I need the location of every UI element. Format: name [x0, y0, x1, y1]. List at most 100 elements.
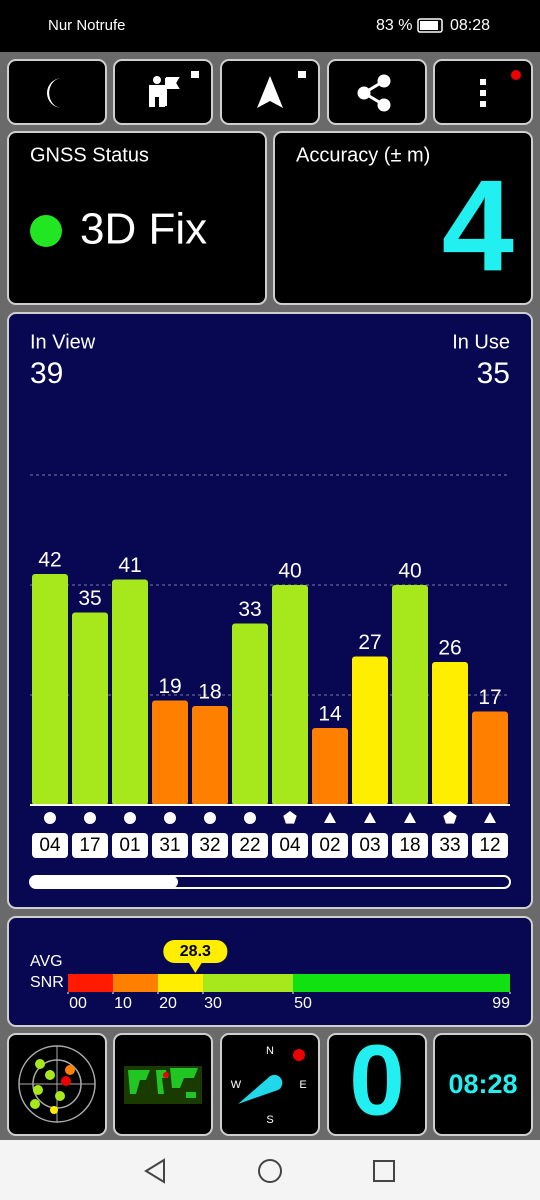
nav-bar [0, 1140, 540, 1200]
prn-label: 03 [359, 835, 380, 856]
accuracy-value: 4 [442, 152, 514, 298]
share-icon [357, 74, 391, 112]
clock-tile[interactable] [433, 1033, 533, 1136]
constellation-marker [364, 812, 376, 823]
snr-value: 28.3 [180, 943, 211, 960]
compass-dot [293, 1049, 305, 1061]
prn-box [312, 833, 348, 858]
prn-label: 33 [439, 835, 460, 856]
compass-needle [238, 1074, 283, 1104]
constellation-marker [164, 812, 176, 824]
bar [72, 612, 108, 805]
snr-pointer [188, 962, 203, 973]
prn-label: 22 [239, 835, 260, 856]
prn-label: 18 [399, 835, 420, 856]
lock-icon [191, 71, 199, 78]
constellation-marker [443, 811, 457, 824]
head-icon [153, 76, 161, 84]
prn-box [472, 833, 508, 858]
status-bar [0, 0, 540, 52]
bar [392, 585, 428, 805]
prn-box [72, 833, 108, 858]
in-use-label: In Use [452, 331, 510, 353]
bar [272, 585, 308, 805]
constellation-marker [244, 812, 256, 824]
constellation-marker [484, 812, 496, 823]
constellation-marker [404, 812, 416, 823]
avg-snr-panel [7, 916, 533, 1027]
bar [312, 728, 348, 805]
constellation-marker [283, 811, 297, 824]
in-view-value: 39 [30, 357, 63, 390]
share-button[interactable] [327, 59, 427, 125]
prn-label: 02 [319, 835, 340, 856]
snr-tick-label: 30 [204, 995, 222, 1012]
scrollbar-thumb[interactable] [30, 876, 178, 888]
prn-label: 31 [159, 835, 180, 856]
value-label: 33 [238, 598, 261, 621]
value-label: 18 [198, 681, 221, 704]
prn-box [392, 833, 428, 858]
moon-icon [47, 78, 62, 108]
compass-n: N [266, 1045, 274, 1057]
menu-icon [480, 79, 486, 107]
prn-label: 01 [119, 835, 140, 856]
recents-button[interactable] [373, 1160, 395, 1182]
compass-s: S [266, 1114, 273, 1126]
snr-bubble [163, 940, 228, 963]
bar [472, 711, 508, 805]
snr-segment [68, 974, 113, 992]
toolbar [7, 59, 533, 125]
prn-label: 17 [79, 835, 100, 856]
battery: 83 % [376, 17, 412, 34]
value-label: 41 [118, 554, 141, 577]
constellation-marker [44, 812, 56, 824]
accuracy-title: Accuracy (± m) [296, 144, 430, 166]
prn-box [232, 833, 268, 858]
bar [432, 662, 468, 805]
arrow-icon [257, 76, 283, 108]
count-value: 0 [349, 1024, 405, 1136]
bottom-tiles: N E S W 0 08:28 [7, 1024, 533, 1136]
prn-label: 12 [479, 835, 500, 856]
position-dot [163, 1072, 169, 1078]
constellation-marker [84, 812, 96, 824]
avg-label: AVG [30, 953, 63, 970]
constellation-marker [204, 812, 216, 824]
snr-segment [113, 974, 158, 992]
bar [192, 706, 228, 805]
snr-tick-label: 99 [492, 995, 510, 1012]
value-label: 35 [78, 587, 101, 610]
battery-icon [417, 18, 443, 33]
clock-value: 08:28 [448, 1069, 517, 1099]
gnss-title: GNSS Status [30, 144, 149, 166]
snr-label: SNR [30, 974, 64, 991]
fix-status: 3D Fix [80, 205, 207, 254]
radar-dots [30, 1059, 75, 1114]
value-label: 19 [158, 675, 181, 698]
value-label: 27 [358, 631, 381, 654]
fix-indicator [30, 215, 62, 247]
prn-box [432, 833, 468, 858]
prn-label: 04 [39, 835, 61, 856]
count-tile[interactable] [327, 1033, 427, 1136]
in-view-label: In View [30, 331, 96, 353]
battery-level [420, 21, 438, 30]
constellation-marker [124, 812, 136, 824]
home-button[interactable] [258, 1159, 282, 1183]
snr-segment [203, 974, 293, 992]
value-label: 14 [318, 703, 342, 726]
lock-icon [298, 71, 306, 78]
gnss-panel [7, 131, 267, 305]
compass-w: W [231, 1079, 242, 1091]
night-button[interactable] [7, 59, 107, 125]
bar [352, 656, 388, 805]
prn-box [272, 833, 308, 858]
bar [232, 623, 268, 805]
back-button[interactable] [144, 1158, 165, 1184]
bar [112, 579, 148, 805]
carrier: Nur Notrufe [48, 17, 126, 34]
snr-tick-label: 20 [159, 995, 177, 1012]
snr-tick-label: 00 [69, 995, 87, 1012]
